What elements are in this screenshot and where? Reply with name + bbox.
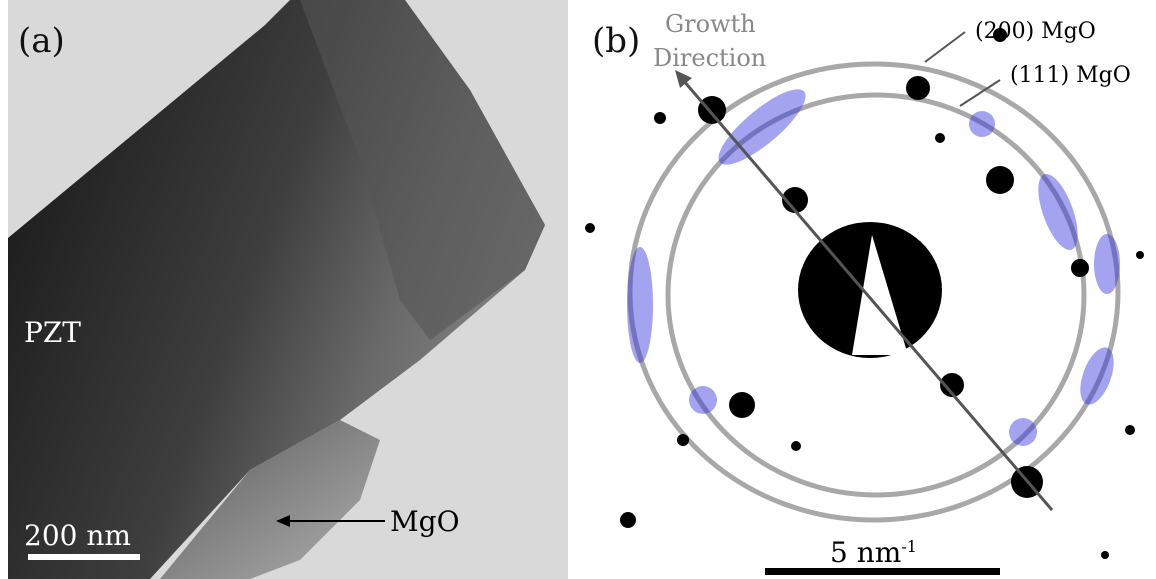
panel-a: (a) PZT MgO 200 nm [8, 0, 568, 579]
annotation: (111) MgO [1010, 63, 1131, 88]
panel-label: (b) [592, 21, 640, 61]
scale-label: 5 nm-1 [830, 536, 917, 569]
annotation: Growth [665, 10, 756, 38]
scale-text: 5 nm [830, 536, 901, 569]
scale-label: 200 nm [24, 519, 131, 552]
panel-label: (a) [18, 21, 65, 61]
scale-bar [765, 568, 1000, 575]
page: (a) PZT MgO 200 nm [0, 0, 1156, 579]
scale-bar [28, 554, 140, 560]
annotation: (200) MgO [975, 19, 1096, 44]
layer-label: MgO [390, 505, 460, 538]
arrow [925, 32, 965, 62]
scale-superscript: -1 [901, 537, 917, 556]
layer-label: PZT [24, 316, 81, 349]
figure: (a) PZT MgO 200 nm [0, 0, 1156, 579]
annotation: Direction [653, 44, 766, 72]
panel-b: (b) Growth Direction (200) MgO (111) MgO… [585, 10, 1144, 575]
